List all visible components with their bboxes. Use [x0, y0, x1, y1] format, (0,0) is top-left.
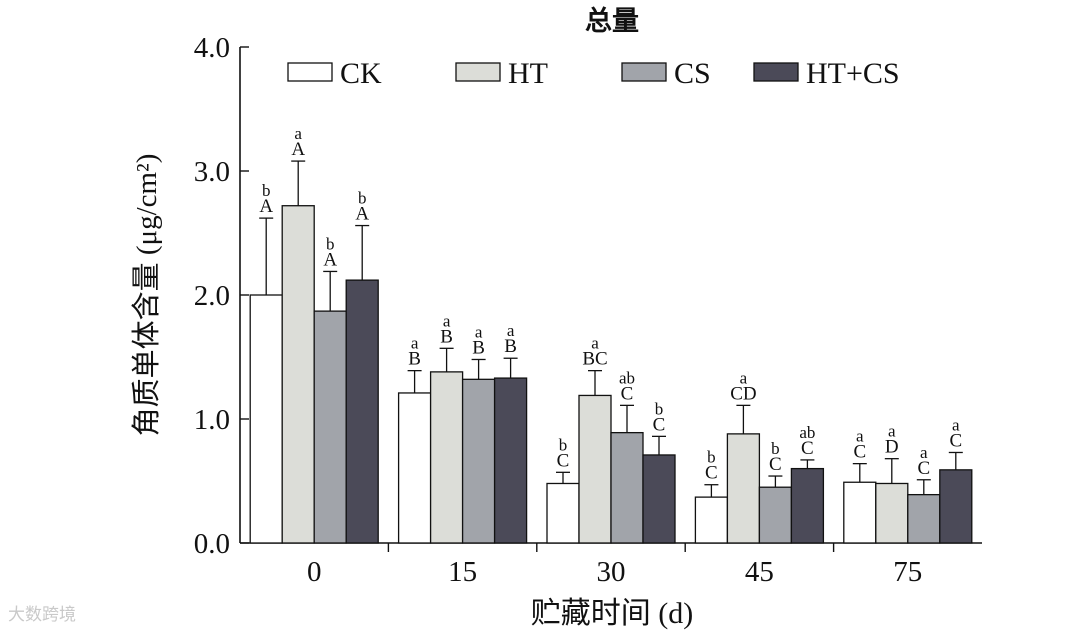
- y-tick-label: 3.0: [194, 156, 230, 188]
- legend-label: CS: [674, 57, 711, 90]
- bar: [875, 482, 909, 544]
- chart-title: 总量: [585, 6, 639, 36]
- bar: [726, 433, 761, 544]
- data-label-lowercase: a: [411, 334, 419, 353]
- x-tick-label: 30: [597, 556, 626, 588]
- bar: [313, 310, 347, 544]
- data-label-uppercase: B: [504, 336, 517, 357]
- bar: [939, 469, 973, 544]
- y-tick-label: 2.0: [194, 280, 230, 312]
- data-label-lowercase: a: [952, 415, 960, 434]
- bar: [461, 378, 496, 544]
- watermark-text: 大数跨境: [8, 605, 76, 625]
- legend-swatch: [753, 62, 799, 82]
- legend-label: CK: [340, 57, 382, 90]
- data-label-uppercase: B: [440, 326, 453, 347]
- bar: [429, 371, 464, 544]
- data-label-lowercase: a: [294, 124, 302, 143]
- data-label-lowercase: b: [358, 189, 367, 208]
- data-label-lowercase: a: [507, 321, 515, 340]
- bar: [694, 496, 729, 544]
- data-label-lowercase: b: [559, 435, 568, 454]
- x-tick-label: 0: [307, 556, 322, 588]
- data-label-lowercase: b: [771, 439, 780, 458]
- legend-label: HT: [508, 57, 548, 90]
- data-label-uppercase: B: [472, 337, 485, 358]
- legend-swatch: [287, 62, 333, 82]
- x-tick-label: 15: [448, 556, 477, 588]
- y-tick-label: 0.0: [194, 528, 230, 560]
- bar: [397, 392, 432, 544]
- data-label-lowercase: a: [888, 422, 896, 441]
- data-label-uppercase: C: [801, 438, 814, 459]
- data-label-lowercase: a: [740, 368, 748, 387]
- data-label-lowercase: a: [856, 427, 864, 446]
- y-axis-label: 角质单体含量 (μg/cm²): [130, 154, 163, 437]
- data-label-uppercase: C: [705, 463, 718, 484]
- legend-label: HT+CS: [806, 57, 900, 90]
- data-label-lowercase: a: [443, 311, 451, 330]
- data-label-uppercase: A: [291, 139, 305, 160]
- data-label-uppercase: D: [885, 437, 899, 458]
- bar: [281, 205, 315, 544]
- data-label-lowercase: a: [920, 443, 928, 462]
- data-label-uppercase: C: [853, 442, 866, 463]
- bar: [642, 454, 676, 544]
- data-label-uppercase: B: [408, 349, 421, 370]
- bar: [546, 482, 580, 544]
- data-label-uppercase: A: [355, 204, 369, 225]
- data-label-lowercase: b: [655, 399, 664, 418]
- data-label-uppercase: CD: [730, 383, 756, 404]
- data-label-uppercase: BC: [582, 349, 607, 370]
- data-label-lowercase: a: [591, 334, 599, 353]
- data-label-uppercase: C: [769, 454, 782, 475]
- bar: [790, 467, 825, 544]
- x-tick-label: 75: [893, 556, 922, 588]
- bar: [843, 481, 877, 544]
- data-label-uppercase: A: [323, 249, 337, 270]
- data-label-lowercase: b: [326, 234, 335, 253]
- data-label-uppercase: C: [917, 458, 930, 479]
- legend-swatch: [621, 62, 667, 82]
- bar: [249, 294, 283, 544]
- data-label-uppercase: C: [653, 414, 666, 435]
- data-label-lowercase: b: [707, 448, 716, 467]
- data-label-lowercase: b: [262, 181, 271, 200]
- data-label-lowercase: ab: [619, 368, 635, 387]
- legend-swatch: [455, 62, 501, 82]
- data-label-uppercase: A: [259, 196, 273, 217]
- data-label-uppercase: C: [557, 450, 570, 471]
- bar: [610, 431, 644, 544]
- bar: [907, 493, 941, 544]
- bar: [578, 394, 612, 544]
- x-tick-label: 45: [745, 556, 774, 588]
- data-label-lowercase: ab: [799, 423, 815, 442]
- data-label-uppercase: C: [621, 383, 634, 404]
- data-label-uppercase: C: [949, 430, 962, 451]
- data-label-lowercase: a: [475, 322, 483, 341]
- y-tick-label: 1.0: [194, 404, 230, 436]
- bar: [758, 486, 793, 544]
- bar: [493, 377, 528, 544]
- x-axis-label: 贮藏时间 (d): [531, 597, 693, 630]
- y-tick-label: 4.0: [194, 32, 230, 64]
- bar: [345, 279, 379, 544]
